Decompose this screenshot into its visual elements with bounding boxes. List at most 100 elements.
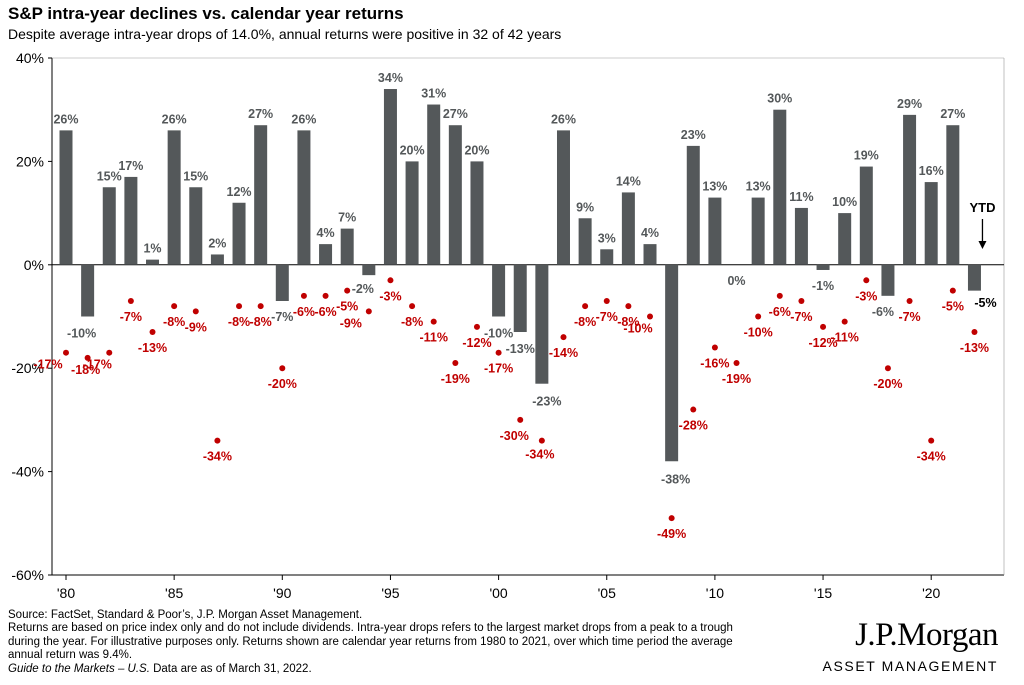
return-label: 0% [727,274,745,288]
decline-dot [517,416,524,423]
return-label: 10% [832,195,857,209]
decline-label: -34% [917,450,946,464]
return-bar [275,264,289,301]
decline-dot [971,329,978,336]
guide-title: Guide to the Markets – U.S. [8,662,150,675]
decline-label: -10% [744,326,773,340]
decline-dot [884,365,891,372]
decline-label: -20% [873,377,902,391]
decline-label: -20% [268,377,297,391]
return-label: 13% [746,180,771,194]
decline-dot [798,297,805,304]
chart-subtitle: Despite average intra-year drops of 14.0… [8,26,562,42]
return-bar [167,130,181,265]
decline-dot [647,313,654,320]
x-tick-label: '10 [706,585,724,600]
return-bar [946,125,960,265]
return-bar [492,264,506,317]
decline-label: -3% [855,289,877,303]
decline-label: -30% [500,429,529,443]
footnote-source: Source: FactSet, Standard & Poor’s, J.P.… [8,609,363,621]
return-bar [448,125,462,265]
decline-dot [236,303,243,310]
decline-label: -3% [379,289,401,303]
footnote-line: annual return was 9.4%. [8,649,133,662]
x-tick-label: '00 [489,585,507,600]
chart-title: S&P intra-year declines vs. calendar yea… [8,4,404,23]
decline-label: -19% [722,372,751,386]
chart-plot: 40% 20% 0% -20% -40% -60% '80 '85 '90 '95 '00 '05 '1… [11,50,1005,600]
decline-dot [495,349,502,356]
decline-dot [300,292,307,299]
return-label: 15% [97,169,122,183]
decline-label: -8% [401,315,423,329]
x-tick-label: '80 [57,585,75,600]
decline-label: -8% [163,315,185,329]
decline-label: -28% [679,419,708,433]
return-bar [405,161,419,265]
return-label: -10% [484,327,513,341]
return-bar [773,109,787,265]
return-label: 2% [208,236,226,250]
return-bar [81,264,95,317]
x-tick-label: '15 [814,585,832,600]
return-bar [881,264,895,296]
decline-dot [690,406,697,413]
decline-dot [409,303,416,310]
return-bar [340,228,354,265]
decline-dot [906,297,913,304]
decline-dot [257,303,264,310]
return-label: -2% [352,282,374,296]
decline-dot [841,318,848,325]
decline-dot [733,360,740,367]
decline-label: -5% [336,300,358,314]
decline-dot [344,287,351,294]
return-bar [903,114,917,265]
return-label: 4% [317,226,335,240]
return-bar [210,254,224,265]
decline-label: -8% [228,315,250,329]
return-bar [686,145,700,265]
decline-dot [473,323,480,330]
decline-label: -34% [525,448,554,462]
return-label: 34% [378,71,403,85]
return-bar [751,197,765,265]
decline-dot [863,277,870,284]
decline-dot [106,349,113,356]
decline-dot [949,287,956,294]
decline-label: -7% [120,310,142,324]
decline-dot [387,277,394,284]
jpmorgan-logo: J.P.Morgan ASSET MANAGEMENT [823,618,999,674]
return-bar [665,264,679,462]
return-bar [643,244,657,265]
decline-dot [171,303,178,310]
decline-dot [63,349,69,356]
decline-label: -12% [462,336,491,350]
return-label: 12% [227,185,252,199]
return-label: 14% [616,174,641,188]
return-label: -38% [661,472,690,486]
return-label: 16% [919,164,944,178]
return-label: 27% [443,107,468,121]
decline-dot [560,334,567,341]
decline-dot [214,437,221,444]
decline-dot [84,354,91,361]
x-tick-label: '05 [598,585,616,600]
return-bar [600,249,614,265]
decline-label: -5% [942,300,964,314]
return-label: -5% [974,296,996,310]
return-label: 27% [940,107,965,121]
return-label: -23% [532,395,561,409]
decline-dot [820,323,827,330]
return-bar [578,218,592,265]
return-bar [967,264,981,291]
decline-dot [538,437,545,444]
decline-dot [776,292,783,299]
return-label: 20% [400,143,425,157]
x-tick-label: '85 [165,585,183,600]
guide-date: Data are as of March 31, 2022. [149,662,312,675]
decline-dot [322,292,329,299]
decline-label: -11% [419,331,448,345]
decline-label: -9% [185,320,207,334]
return-label: 19% [854,149,879,163]
